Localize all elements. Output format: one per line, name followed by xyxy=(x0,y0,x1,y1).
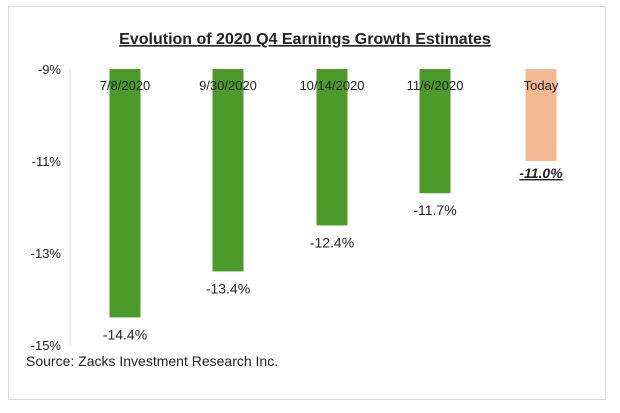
bar-9-30-2020 xyxy=(212,69,244,272)
category-label: Today xyxy=(524,78,559,93)
data-label: -11.7% xyxy=(413,202,456,218)
bar-11-6-2020 xyxy=(419,69,451,194)
bar-10-14-2020 xyxy=(316,69,348,226)
source-note: Source: Zacks Investment Research Inc. xyxy=(26,353,279,369)
y-tick-label: -11% xyxy=(32,154,62,169)
chart-frame xyxy=(8,6,606,400)
y-tick-label: -13% xyxy=(31,246,62,261)
data-label: -12.4% xyxy=(310,234,354,250)
data-label: -11.0% xyxy=(519,165,563,181)
bar-today xyxy=(525,69,557,161)
data-label: -13.4% xyxy=(206,280,250,296)
category-label: 11/6/2020 xyxy=(407,78,464,93)
bar-7-8-2020 xyxy=(109,69,141,318)
data-label: -14.4% xyxy=(103,326,147,342)
y-tick-label: -15% xyxy=(31,338,62,353)
y-tick-label: -9% xyxy=(38,62,62,77)
chart-title: Evolution of 2020 Q4 Earnings Growth Est… xyxy=(119,31,491,48)
category-label: 7/8/2020 xyxy=(100,78,151,93)
category-label: 9/30/2020 xyxy=(199,78,257,93)
category-label: 10/14/2020 xyxy=(299,78,364,93)
